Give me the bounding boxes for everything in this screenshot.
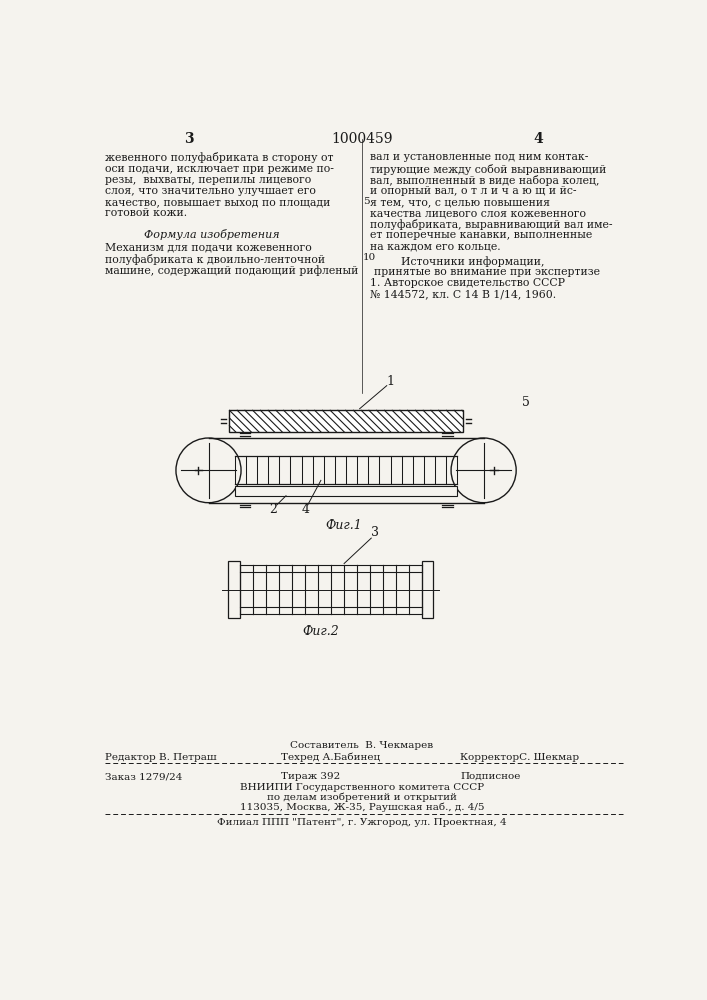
Text: Тираж 392: Тираж 392 (281, 772, 340, 781)
Bar (421, 561, 433, 618)
Text: качество, повышает выход по площади: качество, повышает выход по площади (105, 197, 331, 207)
Text: по делам изобретений и открытий: по делам изобретений и открытий (267, 793, 457, 802)
Text: качества лицевого слоя кожевенного: качества лицевого слоя кожевенного (370, 208, 585, 218)
Text: оси подачи, исключает при режиме по-: оси подачи, исключает при режиме по- (105, 164, 334, 174)
Text: и опорный вал, о т л и ч а ю щ и йс-: и опорный вал, о т л и ч а ю щ и йс- (370, 186, 576, 196)
Text: на каждом его кольце.: на каждом его кольце. (370, 242, 501, 252)
Text: машине, содержащий подающий рифленый: машине, содержащий подающий рифленый (105, 265, 358, 276)
Text: готовой кожи.: готовой кожи. (105, 208, 187, 218)
Text: ет поперечные канавки, выполненные: ет поперечные канавки, выполненные (370, 230, 592, 240)
Text: Редактор В. Петраш: Редактор В. Петраш (105, 753, 217, 762)
Bar (228, 561, 240, 618)
Text: Формула изобретения: Формула изобретения (144, 229, 280, 240)
Text: резы,  выхваты, перепилы лицевого: резы, выхваты, перепилы лицевого (105, 175, 312, 185)
Text: принятые во внимание при экспертизе: принятые во внимание при экспертизе (373, 267, 600, 277)
Bar (235, 486, 457, 496)
Text: ВНИИПИ Государственного комитета СССР: ВНИИПИ Государственного комитета СССР (240, 783, 484, 792)
Text: тирующие между собой выравнивающий: тирующие между собой выравнивающий (370, 164, 606, 175)
Text: 1. Авторское свидетельство СССР: 1. Авторское свидетельство СССР (370, 278, 565, 288)
Text: полуфабриката к двоильно-ленточной: полуфабриката к двоильно-ленточной (105, 254, 325, 265)
Text: 5: 5 (363, 197, 370, 206)
Text: вал, выполненный в виде набора колец,: вал, выполненный в виде набора колец, (370, 175, 600, 186)
Text: слоя, что значительно улучшает его: слоя, что значительно улучшает его (105, 186, 316, 196)
Text: 1: 1 (387, 375, 395, 388)
Text: полуфабриката, выравнивающий вал име-: полуфабриката, выравнивающий вал име- (370, 219, 612, 230)
Text: 113035, Москва, Ж-35, Раушская наб., д. 4/5: 113035, Москва, Ж-35, Раушская наб., д. … (240, 803, 484, 812)
Text: 3: 3 (371, 526, 379, 539)
Text: я тем, что, с целью повышения: я тем, что, с целью повышения (370, 197, 550, 207)
Text: 5: 5 (522, 396, 530, 409)
Text: Заказ 1279/24: Заказ 1279/24 (105, 772, 183, 781)
Text: жевенного полуфабриката в сторону от: жевенного полуфабриката в сторону от (105, 152, 334, 163)
Text: № 144572, кл. C 14 B 1/14, 1960.: № 144572, кл. C 14 B 1/14, 1960. (370, 289, 556, 299)
Text: 1000459: 1000459 (331, 132, 392, 146)
Text: Составитель  В. Чекмарев: Составитель В. Чекмарев (291, 741, 433, 750)
Text: 3: 3 (185, 132, 194, 146)
Text: 4: 4 (301, 503, 310, 516)
Text: 2: 2 (269, 503, 276, 516)
Text: 10: 10 (363, 253, 376, 262)
Text: Механизм для подачи кожевенного: Механизм для подачи кожевенного (105, 242, 312, 252)
Text: КорректорС. Шекмар: КорректорС. Шекмар (460, 753, 580, 762)
Text: Фиг.2: Фиг.2 (303, 625, 339, 638)
Text: Филиал ППП "Патент", г. Ужгород, ул. Проектная, 4: Филиал ППП "Патент", г. Ужгород, ул. Про… (217, 818, 507, 827)
Text: вал и установленные под ним контак-: вал и установленные под ним контак- (370, 152, 588, 162)
Text: Техред А.Бабинец: Техред А.Бабинец (281, 753, 380, 762)
Text: 4: 4 (533, 132, 543, 146)
Bar (230, 410, 462, 432)
Text: Источники информации,: Источники информации, (401, 256, 544, 267)
Text: Подписное: Подписное (460, 772, 521, 781)
Text: Фиг.1: Фиг.1 (326, 519, 363, 532)
